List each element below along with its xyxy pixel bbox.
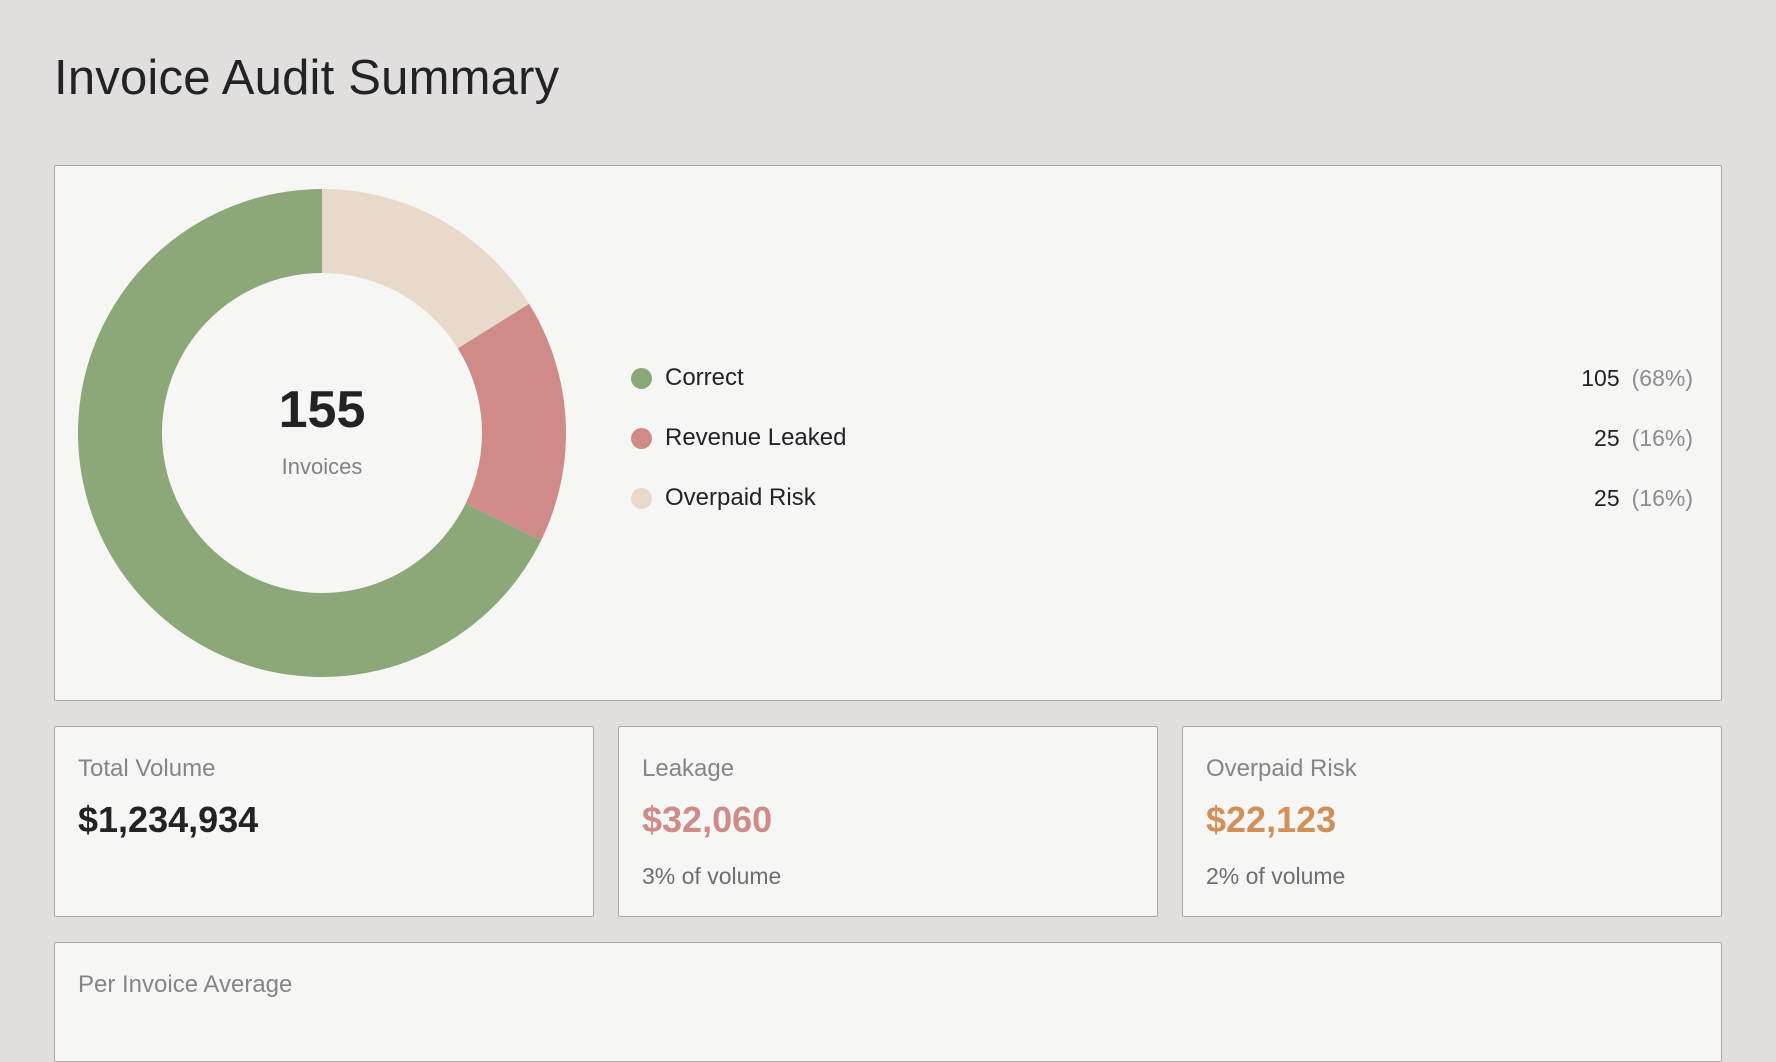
legend-label: Revenue Leaked bbox=[665, 424, 847, 451]
per-invoice-average-card: Per Invoice Average bbox=[54, 942, 1722, 1062]
invoice-count: 155 bbox=[278, 381, 366, 439]
stat-label: Total Volume bbox=[78, 755, 216, 782]
legend-label: Correct bbox=[665, 364, 744, 391]
legend-percent: (16%) bbox=[1631, 484, 1693, 511]
legend-count: 105 bbox=[1581, 364, 1620, 391]
donut-svg bbox=[77, 189, 566, 677]
leakage-share: 3% of volume bbox=[642, 863, 782, 889]
leakage-value: $32,060 bbox=[642, 799, 773, 840]
donut-slice-revenue-leaked bbox=[457, 303, 566, 541]
legend-dot-correct bbox=[631, 367, 652, 389]
legend-item-correct: Correct 105 (68%) bbox=[631, 348, 1693, 408]
legend-dot-overpaid-risk bbox=[631, 487, 652, 509]
overpaid-risk-card: Overpaid Risk $22,123 2% of volume bbox=[1182, 726, 1722, 917]
donut-center: 155 Invoices bbox=[77, 188, 567, 678]
chart-legend: Correct 105 (68%) Revenue Leaked 25 (16%… bbox=[631, 348, 1693, 528]
stat-label: Per Invoice Average bbox=[78, 971, 293, 998]
legend-count: 25 bbox=[1594, 424, 1620, 451]
overpaid-risk-share: 2% of volume bbox=[1206, 863, 1346, 889]
total-volume-card: Total Volume $1,234,934 bbox=[54, 726, 594, 917]
donut-chart: 155 Invoices bbox=[77, 188, 567, 678]
legend-item-overpaid-risk: Overpaid Risk 25 (16%) bbox=[631, 468, 1693, 528]
legend-percent: (68%) bbox=[1631, 364, 1693, 391]
stat-label: Leakage bbox=[642, 755, 735, 782]
page-title: Invoice Audit Summary bbox=[54, 51, 560, 105]
invoice-breakdown-card: 155 Invoices Correct 105 (68%) Revenue L… bbox=[54, 165, 1722, 701]
legend-percent: (16%) bbox=[1631, 424, 1693, 451]
total-volume-value: $1,234,934 bbox=[78, 799, 259, 840]
legend-count: 25 bbox=[1594, 484, 1620, 511]
legend-label: Overpaid Risk bbox=[665, 484, 816, 511]
leakage-card: Leakage $32,060 3% of volume bbox=[618, 726, 1158, 917]
stat-label: Overpaid Risk bbox=[1206, 755, 1357, 782]
donut-slice-overpaid-risk bbox=[322, 189, 530, 349]
legend-dot-revenue-leaked bbox=[631, 427, 652, 449]
donut-slice-correct bbox=[77, 189, 542, 677]
overpaid-risk-value: $22,123 bbox=[1206, 799, 1337, 840]
legend-item-revenue-leaked: Revenue Leaked 25 (16%) bbox=[631, 408, 1693, 468]
invoice-count-label: Invoices bbox=[281, 454, 363, 479]
